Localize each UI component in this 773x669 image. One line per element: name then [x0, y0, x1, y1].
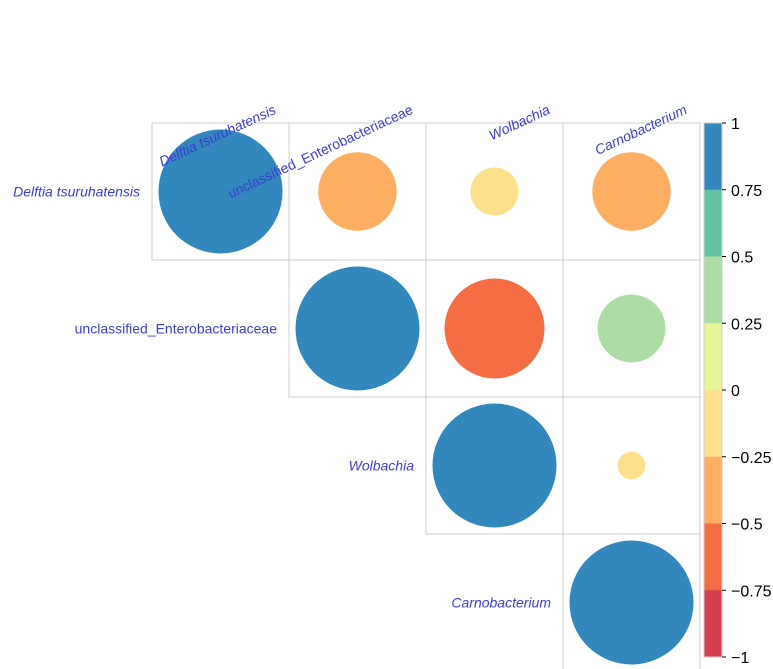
colorbar: 1 0.75 0.5 0.25 0 −0.25 −0.5 −0.75 −1 — [703, 116, 772, 667]
colorbar-tick-label: 1 — [731, 116, 740, 133]
circles — [158, 129, 694, 665]
row-label: Carnobacterium — [451, 595, 551, 611]
row-label: unclassified_Enterobacteriaceae — [75, 321, 278, 337]
corr-circle-1-2 — [444, 278, 545, 379]
colorbar-tick-label: −0.75 — [731, 583, 772, 600]
corr-circle-3-3 — [569, 540, 694, 665]
colorbar-tick-label: 0.75 — [731, 183, 762, 200]
colorbar-bin — [704, 523, 722, 591]
corr-circle-0-1 — [318, 152, 397, 231]
colorbar-bin — [704, 189, 722, 257]
colorbar-tick-label: 0.25 — [731, 316, 762, 333]
colorbar-bin — [704, 123, 722, 191]
colorbar-bin — [704, 590, 722, 658]
corr-circle-2-2 — [432, 403, 557, 528]
colorbar-tick-label: −0.5 — [731, 517, 763, 534]
colorbar-tick-label: 0 — [731, 383, 740, 400]
colorbar-bin — [704, 256, 722, 324]
colorbar-tick-label: −0.25 — [731, 450, 772, 467]
row-label: Wolbachia — [349, 458, 415, 474]
corr-circle-1-3 — [597, 294, 666, 363]
colorbar-bin — [704, 456, 722, 524]
row-label: Delftia tsuruhatensis — [13, 184, 140, 200]
colorbar-bin — [704, 323, 722, 391]
colorbar-tick-label: 0.5 — [731, 250, 753, 267]
corr-circle-1-1 — [295, 266, 420, 391]
corr-circle-0-2 — [470, 167, 519, 216]
corr-circle-0-3 — [592, 152, 671, 231]
colorbar-tick-label: −1 — [731, 650, 749, 667]
colorbar-bin — [704, 390, 722, 458]
corr-circle-0-0 — [158, 129, 283, 254]
corr-circle-2-3 — [617, 451, 646, 480]
